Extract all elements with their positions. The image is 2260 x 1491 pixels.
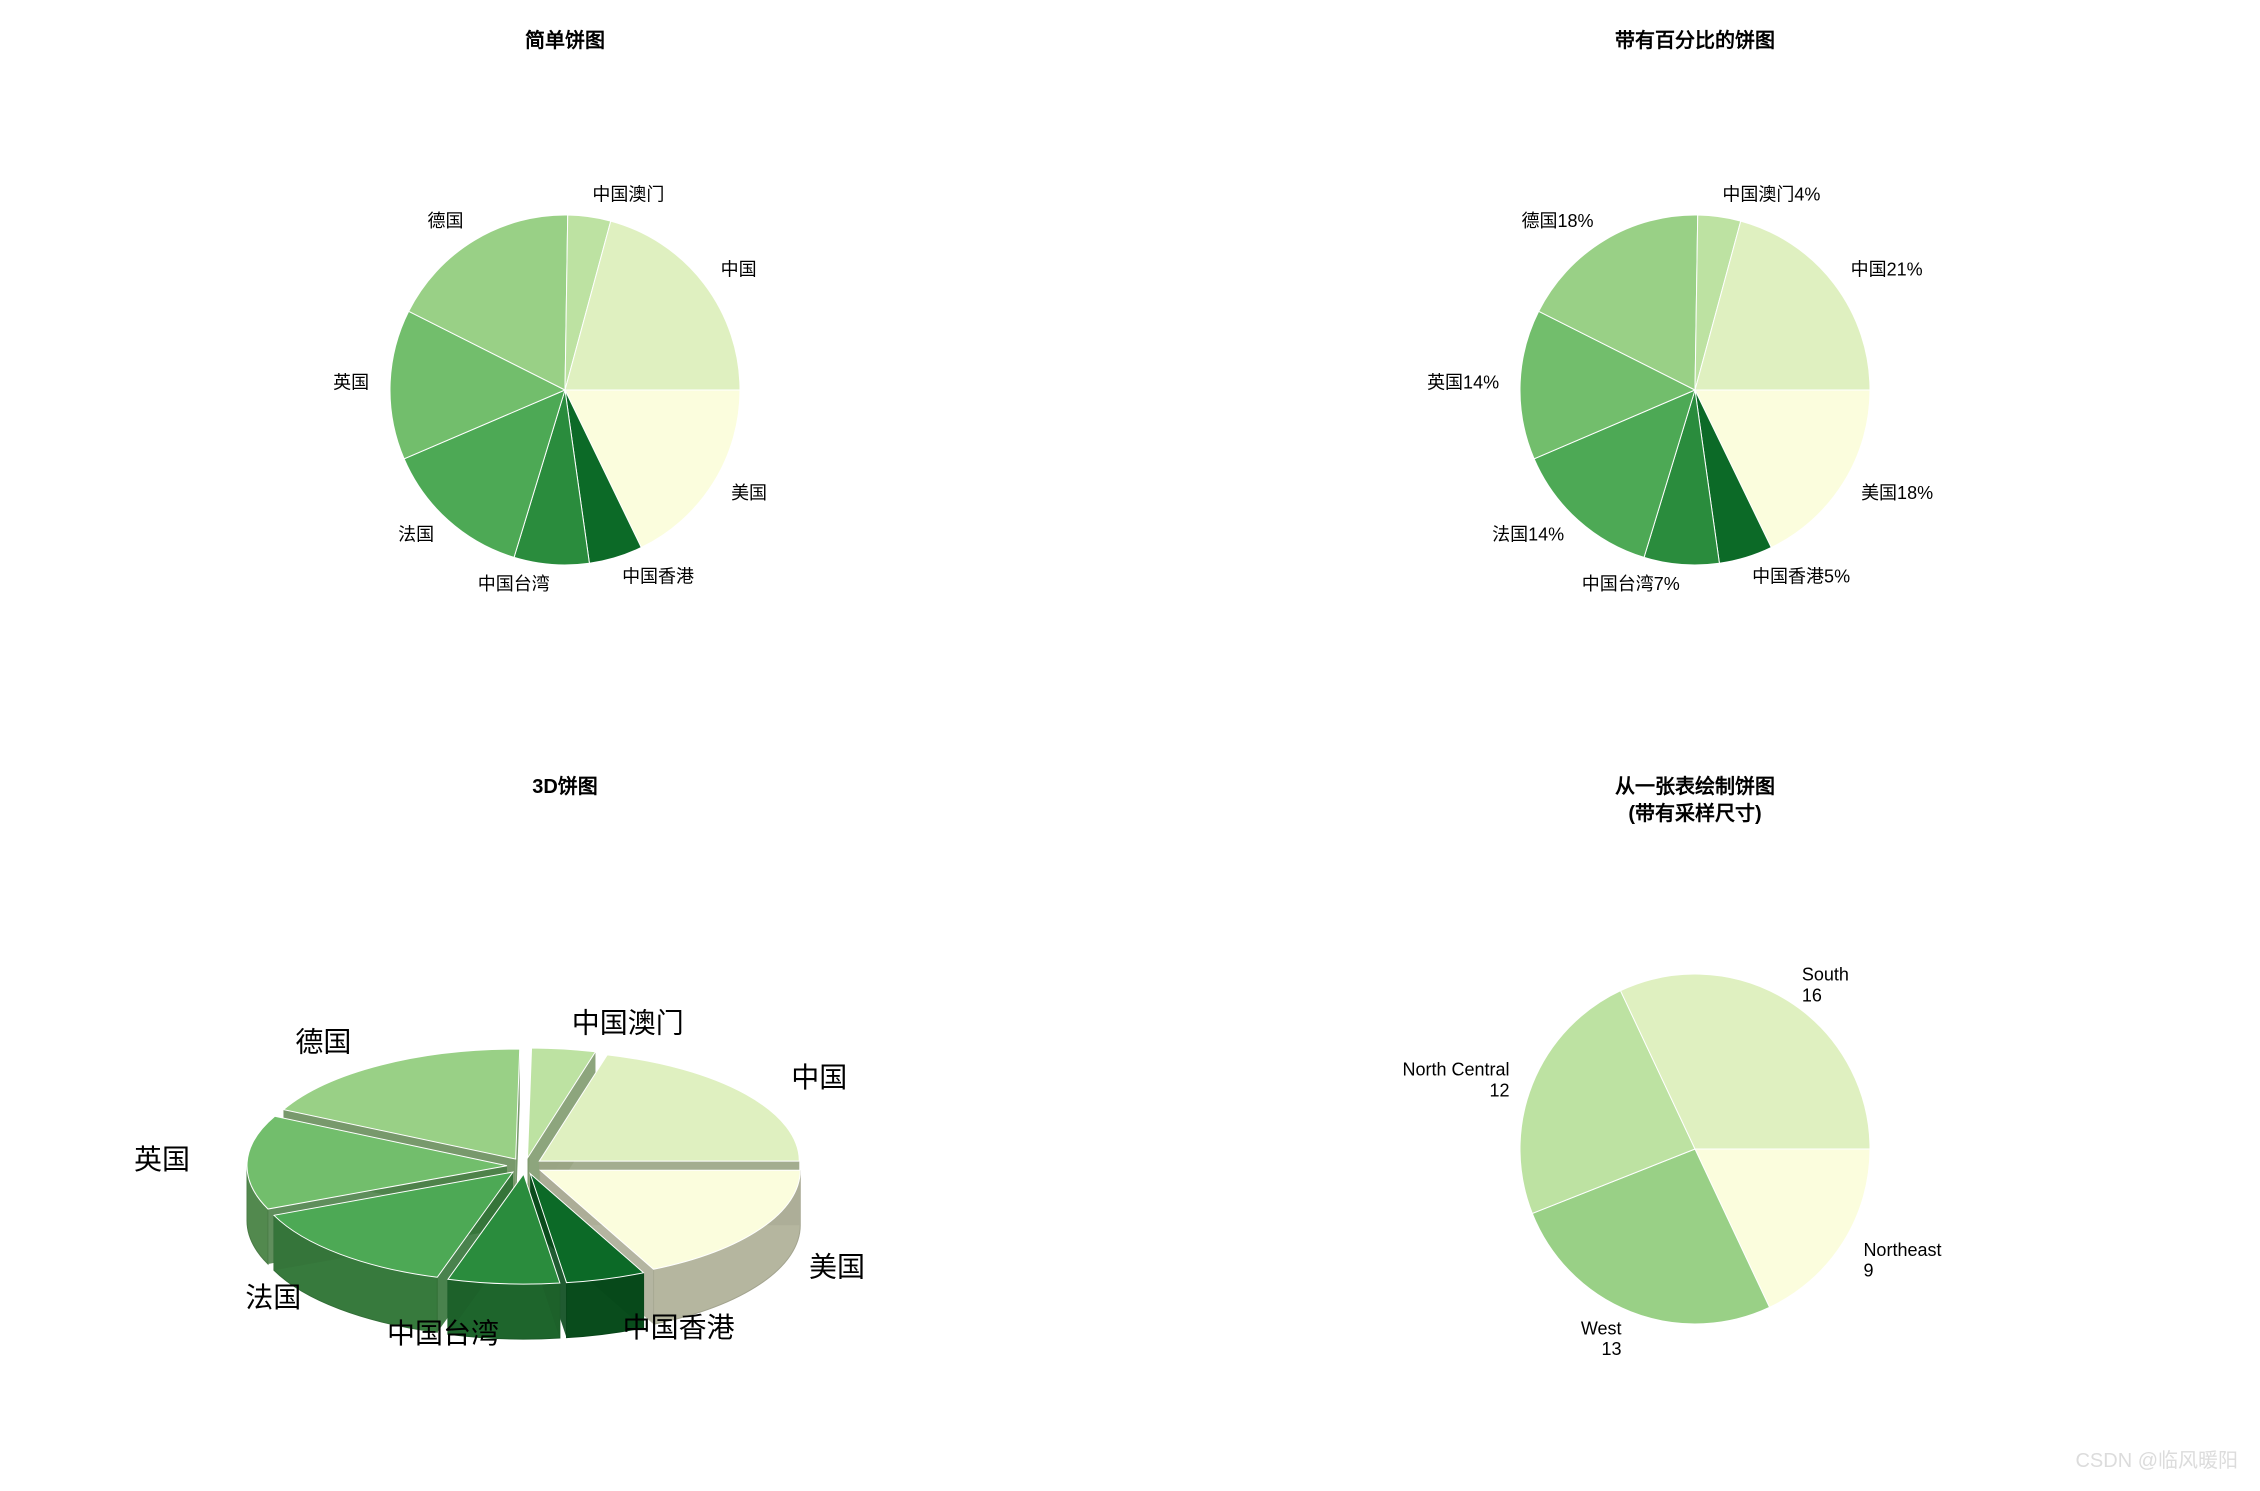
slice-label: 美国 bbox=[809, 1251, 865, 1282]
slice-label: Northeast9 bbox=[1863, 1240, 1941, 1281]
chart3-wrap: 美国中国香港 中国台湾 法国 英国 德国 中国澳门中国 bbox=[0, 801, 1130, 1491]
slice-label: 法国 bbox=[398, 525, 434, 545]
chart1-title: 简单饼图 bbox=[525, 28, 605, 55]
slice-label: 中国香港5% bbox=[1752, 567, 1850, 587]
slice-label: 德国18% bbox=[1521, 211, 1593, 231]
slice-label: 德国 bbox=[428, 211, 464, 231]
watermark: CSDN @临风暖阳 bbox=[2075, 1444, 2238, 1473]
slice-label: 美国18% bbox=[1861, 483, 1933, 503]
slice-label: 中国21% bbox=[1851, 260, 1923, 280]
slice-label: 法国 bbox=[245, 1282, 301, 1313]
slice-label: 中国台湾 bbox=[478, 574, 550, 594]
slice-label: 中国台湾7% bbox=[1582, 574, 1680, 594]
slice-label: 中国 bbox=[721, 260, 757, 280]
chart3-svg: 美国中国香港 中国台湾 法国 英国 德国 中国澳门中国 bbox=[115, 866, 1015, 1426]
slice-label: 中国 bbox=[791, 1062, 847, 1093]
slice-label: 德国 bbox=[295, 1026, 351, 1057]
slice-label: North Central12 bbox=[1402, 1060, 1509, 1101]
chart1-wrap: 美国中国香港 中国台湾 法国 英国 德国 中国澳门中国 bbox=[0, 55, 1130, 746]
cell-chart4: 从一张表绘制饼图 (带有采样尺寸) Northeast9 West13 North … bbox=[1130, 746, 2260, 1491]
slice-label: 中国香港 bbox=[623, 1312, 735, 1343]
chart2-title: 带有百分比的饼图 bbox=[1615, 28, 1775, 55]
chart2-svg: 美国18% 中国香港5% 中国台湾7% 法国14% 英国14% 德国18% 中国澳门4% 中国… bbox=[1345, 140, 2045, 660]
cell-chart3: 3D饼图 美国中国香港 中国台湾 法国 英国 德国 中国澳门中国 bbox=[0, 746, 1130, 1491]
slice-label: 英国 bbox=[333, 373, 369, 393]
slice-label: 英国 bbox=[134, 1144, 190, 1175]
slice-label: South16 bbox=[1802, 965, 1849, 1006]
chart-grid: 简单饼图 美国中国香港中国台湾法国英国德国中国澳门中国 带有百分比的饼图 美国1… bbox=[0, 0, 2260, 1491]
slice-label: 美国 bbox=[731, 483, 767, 503]
slice-label: 英国14% bbox=[1427, 373, 1499, 393]
chart4-svg: Northeast9 West13 North Central12 South16 bbox=[1345, 899, 2045, 1419]
slice-label: West13 bbox=[1581, 1319, 1622, 1360]
slice-label: 中国澳门 bbox=[572, 1007, 684, 1038]
chart3-title: 3D饼图 bbox=[532, 774, 598, 801]
chart4-title: 从一张表绘制饼图 (带有采样尺寸) bbox=[1615, 774, 1775, 828]
cell-chart2: 带有百分比的饼图 美国18% 中国香港5% 中国台湾7% 法国14% 英国14% 德国18… bbox=[1130, 0, 2260, 746]
chart1-svg: 美国中国香港 中国台湾 法国 英国 德国 中国澳门中国 bbox=[215, 140, 915, 660]
slice-label: 中国香港 bbox=[622, 567, 694, 587]
slice-label: 法国14% bbox=[1492, 525, 1564, 545]
chart4-wrap: Northeast9 West13 North Central12 South16 bbox=[1130, 828, 2260, 1491]
page-root: 简单饼图 美国中国香港中国台湾法国英国德国中国澳门中国 带有百分比的饼图 美国1… bbox=[0, 0, 2260, 1491]
cell-chart1: 简单饼图 美国中国香港 中国台湾 法国 英国 德国 中国澳门中国 bbox=[0, 0, 1130, 746]
slice-label: 中国澳门 bbox=[592, 185, 664, 205]
slice-label: 中国澳门4% bbox=[1722, 185, 1820, 205]
chart2-wrap: 美国18% 中国香港5% 中国台湾7% 法国14% 英国14% 德国18% 中国澳门4% 中国… bbox=[1130, 55, 2260, 746]
slice-label: 中国台湾 bbox=[387, 1318, 499, 1349]
